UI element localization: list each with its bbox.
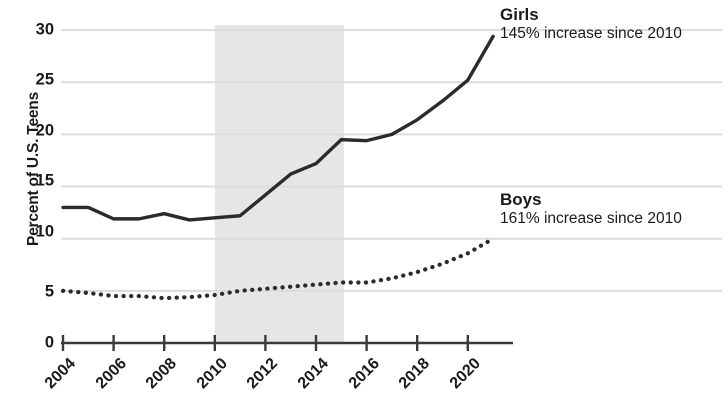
y-tick-5: 5: [44, 282, 54, 301]
annotation-boys-title: Boys: [500, 190, 542, 209]
x-axis-ticks: [61, 335, 469, 351]
series-line-girls: [61, 34, 495, 222]
annotation-boys: Boys 161% increase since 2010: [500, 190, 682, 228]
y-tick-20: 20: [35, 121, 54, 140]
y-tick-30: 30: [35, 20, 54, 39]
annotation-boys-subtitle: 161% increase since 2010: [500, 209, 682, 227]
y-tick-10: 10: [35, 222, 54, 241]
y-axis-tick-labels: 30 25 20 15 10 5 0: [0, 0, 54, 408]
annotation-girls-title: Girls: [500, 5, 539, 24]
data-series: [60, 34, 496, 301]
annotation-girls-subtitle: 145% increase since 2010: [500, 24, 682, 42]
y-tick-0: 0: [44, 333, 54, 352]
annotation-girls: Girls 145% increase since 2010: [500, 5, 682, 43]
grid-lines: [61, 29, 722, 292]
y-tick-15: 15: [35, 171, 54, 190]
y-tick-25: 25: [35, 70, 54, 89]
